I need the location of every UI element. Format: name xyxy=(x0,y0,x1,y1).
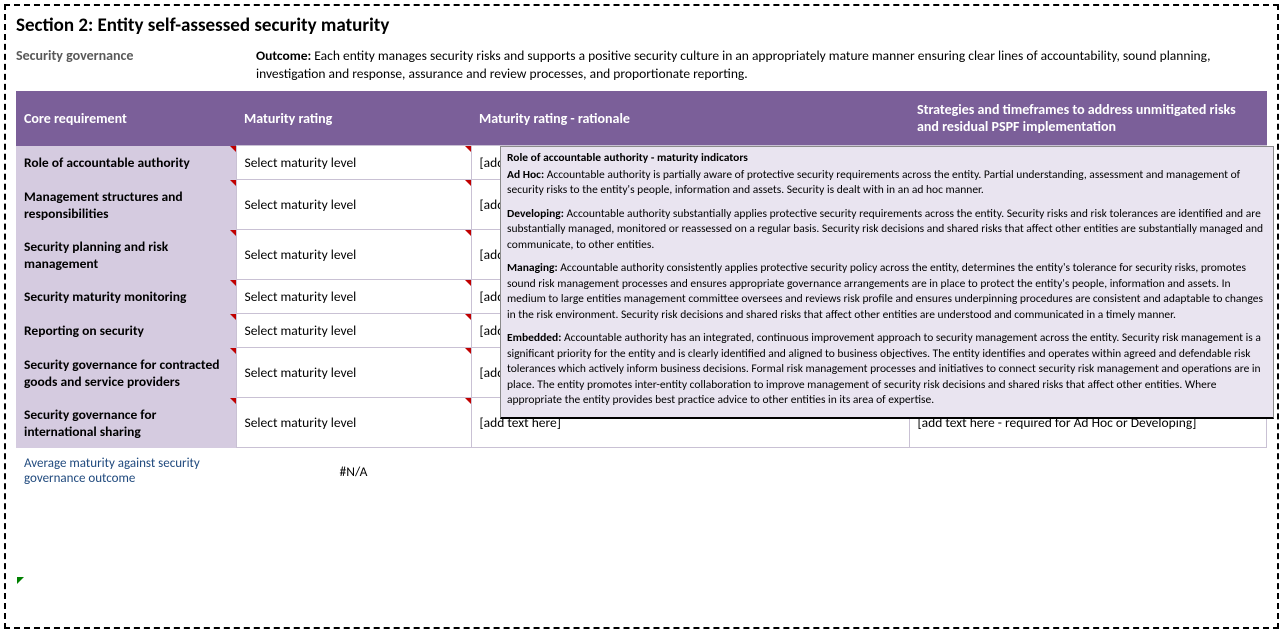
comment-marker-icon xyxy=(465,146,471,152)
empty-cell xyxy=(909,448,1267,494)
comment-marker-icon xyxy=(230,230,236,236)
comment-marker-icon xyxy=(465,180,471,186)
cell-maturity-rating[interactable]: Select maturity level xyxy=(236,146,471,180)
tooltip-level: Managing: Accountable authority consiste… xyxy=(507,261,1267,323)
cell-requirement: Security planning and risk management xyxy=(16,230,236,280)
col-header-rationale: Maturity rating - rationale xyxy=(471,91,909,146)
tooltip-body: Ad Hoc: Accountable authority is partial… xyxy=(507,168,1267,409)
cell-requirement: Role of accountable authority xyxy=(16,146,236,180)
cell-maturity-rating[interactable]: Select maturity level xyxy=(236,230,471,280)
average-row: Average maturity against security govern… xyxy=(16,448,1267,494)
cell-requirement: Security governance for international sh… xyxy=(16,398,236,448)
cell-maturity-rating[interactable]: Select maturity level xyxy=(236,398,471,448)
tooltip-title: Role of accountable authority - maturity… xyxy=(507,151,1267,167)
comment-marker-icon xyxy=(465,398,471,404)
section-title: Section 2: Entity self-assessed security… xyxy=(16,14,1267,37)
col-header-requirement: Core requirement xyxy=(16,91,236,146)
comment-marker-icon xyxy=(230,180,236,186)
outcome-row: Security governance Outcome: Each entity… xyxy=(16,47,1267,83)
cell-requirement: Reporting on security xyxy=(16,314,236,348)
tooltip-level: Developing: Accountable authority substa… xyxy=(507,207,1267,254)
cell-maturity-rating[interactable]: Select maturity level xyxy=(236,314,471,348)
governance-label: Security governance xyxy=(16,47,216,83)
outcome-bold: Outcome: xyxy=(256,47,311,64)
average-label: Average maturity against security govern… xyxy=(16,448,236,494)
empty-cell xyxy=(471,448,909,494)
cell-requirement: Security governance for contracted goods… xyxy=(16,348,236,398)
average-value: #N/A xyxy=(236,448,471,494)
tooltip-level: Embedded: Accountable authority has an i… xyxy=(507,331,1267,409)
col-header-strategies: Strategies and timeframes to address unm… xyxy=(909,91,1267,146)
error-marker-icon xyxy=(17,577,24,584)
comment-marker-icon xyxy=(230,398,236,404)
comment-marker-icon xyxy=(230,314,236,320)
comment-marker-icon xyxy=(465,230,471,236)
cell-maturity-rating[interactable]: Select maturity level xyxy=(236,180,471,230)
comment-marker-icon xyxy=(465,280,471,286)
cell-maturity-rating[interactable]: Select maturity level xyxy=(236,280,471,314)
cell-requirement: Management structures and responsibiliti… xyxy=(16,180,236,230)
maturity-tooltip: Role of accountable authority - maturity… xyxy=(500,146,1274,419)
tooltip-level: Ad Hoc: Accountable authority is partial… xyxy=(507,168,1267,199)
cell-maturity-rating[interactable]: Select maturity level xyxy=(236,348,471,398)
comment-marker-icon xyxy=(230,280,236,286)
table-header-row: Core requirement Maturity rating Maturit… xyxy=(16,91,1267,146)
comment-marker-icon xyxy=(465,348,471,354)
comment-marker-icon xyxy=(465,314,471,320)
page-container: Section 2: Entity self-assessed security… xyxy=(4,4,1279,629)
outcome-text: Outcome: Each entity manages security ri… xyxy=(256,47,1267,83)
cell-requirement: Security maturity monitoring xyxy=(16,280,236,314)
comment-marker-icon xyxy=(230,348,236,354)
col-header-rating: Maturity rating xyxy=(236,91,471,146)
outcome-body: Each entity manages security risks and s… xyxy=(256,47,1211,82)
comment-marker-icon xyxy=(230,146,236,152)
